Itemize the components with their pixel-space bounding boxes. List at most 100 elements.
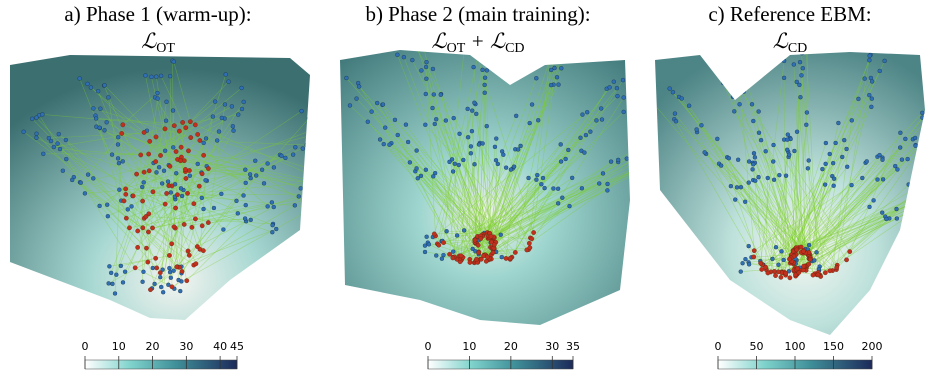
data-point xyxy=(432,121,437,127)
sample-point xyxy=(146,151,152,157)
data-point xyxy=(732,109,737,114)
flow-line xyxy=(412,59,511,259)
data-point xyxy=(421,44,425,48)
flow-line xyxy=(801,53,806,267)
data-point xyxy=(763,149,768,154)
flow-line xyxy=(180,108,243,148)
flow-line xyxy=(155,189,184,259)
data-point xyxy=(905,156,910,162)
flow-line xyxy=(688,105,794,263)
flow-line xyxy=(489,133,630,234)
data-point xyxy=(480,141,485,146)
flow-line xyxy=(443,50,467,243)
particles xyxy=(21,44,937,296)
flow-line xyxy=(748,182,775,272)
sample-point xyxy=(483,258,489,264)
data-point xyxy=(651,139,655,143)
data-point xyxy=(830,161,836,166)
flow-line xyxy=(190,137,268,207)
data-point xyxy=(751,162,756,167)
data-point xyxy=(779,249,784,254)
data-point xyxy=(570,175,575,181)
data-point xyxy=(849,118,854,123)
data-point xyxy=(306,116,310,121)
flow-line xyxy=(484,81,615,256)
data-point xyxy=(178,288,183,294)
data-point xyxy=(921,197,925,202)
data-point xyxy=(330,191,334,195)
data-point xyxy=(806,158,811,163)
flow-line xyxy=(100,108,196,220)
data-point xyxy=(167,270,173,275)
data-point xyxy=(471,64,476,70)
data-point xyxy=(771,159,776,164)
flow-line xyxy=(203,154,256,162)
flow-line xyxy=(136,173,182,274)
data-point xyxy=(597,181,602,186)
data-point xyxy=(638,159,642,163)
flow-line xyxy=(197,134,310,177)
data-point xyxy=(168,275,173,280)
data-point xyxy=(867,58,872,63)
sample-point xyxy=(153,255,159,261)
flow-line xyxy=(753,153,786,276)
flow-line xyxy=(90,87,190,171)
colorbar-tick-label: 10 xyxy=(112,340,126,353)
flow-line xyxy=(794,112,923,250)
flow-line xyxy=(491,68,562,240)
sample-point xyxy=(189,224,195,230)
sample-point xyxy=(834,265,840,271)
data-point xyxy=(933,108,937,112)
flow-line xyxy=(477,160,497,246)
flow-line xyxy=(80,159,178,184)
flow-line xyxy=(832,120,853,271)
flow-line xyxy=(186,221,247,281)
data-point xyxy=(558,142,563,147)
data-point xyxy=(333,178,337,182)
flow-line xyxy=(789,137,806,253)
flow-line xyxy=(817,140,845,275)
data-point xyxy=(914,185,920,190)
data-point xyxy=(518,143,523,149)
sample-point xyxy=(140,198,145,204)
data-point xyxy=(293,145,298,150)
flow-line xyxy=(788,156,850,252)
flow-line xyxy=(452,171,471,260)
sample-point xyxy=(758,260,764,266)
flow-line xyxy=(509,134,587,260)
data-point xyxy=(308,204,310,209)
data-point xyxy=(482,90,487,95)
flow-line xyxy=(397,134,480,253)
sample-point xyxy=(141,169,147,175)
flow-line xyxy=(129,204,246,229)
data-point xyxy=(776,262,781,267)
flow-line xyxy=(435,119,491,238)
flow-line xyxy=(478,144,531,248)
flow-line xyxy=(145,216,274,225)
flow-line xyxy=(172,127,187,148)
flow-line xyxy=(753,120,792,255)
data-point xyxy=(535,172,540,178)
flow-line xyxy=(491,85,552,260)
sample-point xyxy=(147,139,153,144)
data-point xyxy=(97,125,102,130)
flow-line xyxy=(505,149,519,259)
data-point xyxy=(271,204,276,210)
data-point xyxy=(387,142,392,147)
sample-point xyxy=(120,122,126,128)
panel-title: c) Reference EBM: xyxy=(708,2,871,26)
flow-line xyxy=(184,191,310,225)
data-point xyxy=(290,152,296,157)
sample-point xyxy=(135,245,141,250)
flow-line xyxy=(490,151,503,248)
data-point xyxy=(621,109,626,115)
flow-line xyxy=(773,179,807,271)
flow-line xyxy=(770,206,870,273)
data-point xyxy=(540,175,546,181)
data-point xyxy=(261,181,267,186)
data-point xyxy=(187,173,193,178)
data-point xyxy=(63,137,69,143)
data-point xyxy=(140,279,145,284)
flow-line xyxy=(486,87,618,256)
